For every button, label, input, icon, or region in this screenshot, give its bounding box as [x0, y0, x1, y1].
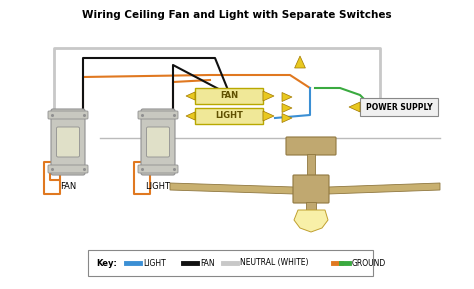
Text: NEUTRAL (WHITE): NEUTRAL (WHITE): [240, 258, 309, 268]
Text: FAN: FAN: [200, 258, 215, 268]
FancyBboxPatch shape: [51, 109, 85, 175]
Polygon shape: [282, 103, 292, 112]
FancyBboxPatch shape: [307, 154, 315, 176]
FancyBboxPatch shape: [306, 202, 316, 210]
FancyBboxPatch shape: [360, 98, 438, 116]
Polygon shape: [282, 92, 292, 101]
Polygon shape: [328, 183, 440, 194]
Polygon shape: [170, 183, 294, 194]
Polygon shape: [186, 112, 195, 120]
Text: Key:: Key:: [96, 258, 117, 268]
FancyBboxPatch shape: [48, 111, 88, 119]
Text: LIGHT: LIGHT: [146, 182, 171, 191]
Text: LIGHT: LIGHT: [215, 112, 243, 121]
FancyBboxPatch shape: [195, 88, 263, 104]
FancyBboxPatch shape: [195, 108, 263, 124]
Text: Wiring Ceiling Fan and Light with Separate Switches: Wiring Ceiling Fan and Light with Separa…: [82, 10, 392, 20]
Polygon shape: [294, 210, 328, 232]
Polygon shape: [349, 102, 360, 112]
Text: LIGHT: LIGHT: [143, 258, 166, 268]
FancyBboxPatch shape: [293, 175, 329, 203]
FancyBboxPatch shape: [286, 137, 336, 155]
Polygon shape: [295, 56, 305, 68]
Polygon shape: [186, 92, 195, 100]
Text: GROUND: GROUND: [352, 258, 386, 268]
Text: FAN: FAN: [220, 92, 238, 101]
FancyBboxPatch shape: [146, 127, 170, 157]
Polygon shape: [282, 114, 292, 123]
FancyBboxPatch shape: [138, 111, 178, 119]
FancyBboxPatch shape: [88, 250, 373, 276]
Text: POWER SUPPLY: POWER SUPPLY: [365, 103, 432, 112]
FancyBboxPatch shape: [56, 127, 80, 157]
FancyBboxPatch shape: [141, 109, 175, 175]
Polygon shape: [263, 111, 274, 121]
FancyBboxPatch shape: [138, 165, 178, 173]
Polygon shape: [263, 91, 274, 101]
FancyBboxPatch shape: [48, 165, 88, 173]
Text: FAN: FAN: [60, 182, 76, 191]
